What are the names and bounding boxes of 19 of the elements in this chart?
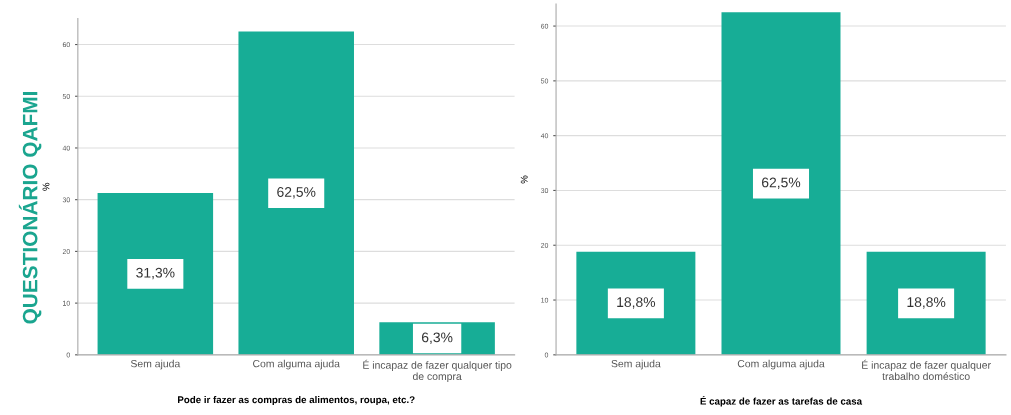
text: QUESTIONÁRIO QAFMI [18, 91, 42, 324]
x-tick-label: Com alguma ajuda [253, 359, 340, 370]
x-tick-label: É incapaz de fazer qualquer trabalho doméstico [862, 359, 991, 381]
data-label: 18,8% [907, 297, 946, 309]
y-axis-title: % [42, 182, 50, 191]
x-tick-label: É incapaz de fazer qualquer tipo de compra [363, 359, 512, 383]
data-label: 6,3% [421, 332, 453, 344]
x-tick-label: Sem ajuda [611, 359, 661, 370]
bar [238, 31, 354, 355]
data-label: 62,5% [762, 177, 801, 189]
data-label: 62,5% [277, 187, 316, 199]
x-axis-title: Pode ir fazer as compras de alimentos, roupa, etc.? [178, 395, 415, 406]
data-label: 31,3% [136, 267, 175, 280]
bar [97, 192, 214, 355]
x-tick-label: Sem ajuda [130, 359, 181, 370]
x-tick-label: Com alguma ajuda [737, 359, 825, 370]
x-axis-title: É capaz de fazer as tarefas de casa [700, 395, 863, 407]
data-label: 18,8% [617, 297, 656, 309]
y-axis-title: % [520, 175, 528, 184]
